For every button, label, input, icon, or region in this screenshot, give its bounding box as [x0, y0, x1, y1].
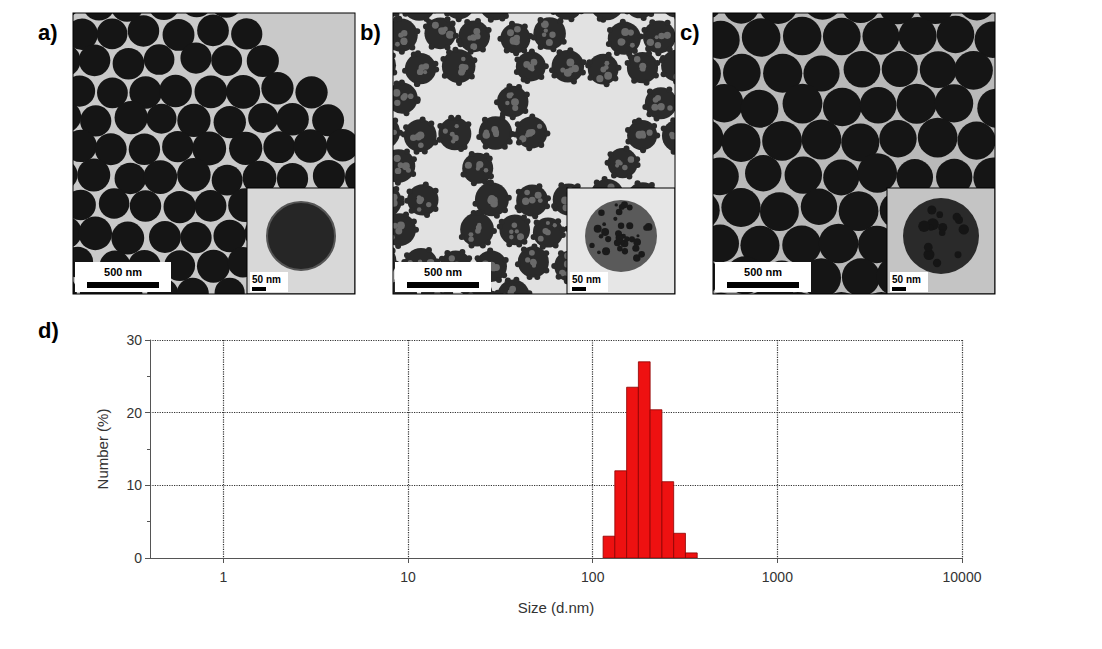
svg-text:1000: 1000 [762, 569, 793, 585]
svg-text:10000: 10000 [943, 569, 982, 585]
svg-text:20: 20 [126, 405, 142, 421]
svg-text:500 nm: 500 nm [424, 266, 462, 278]
svg-text:30: 30 [126, 332, 142, 348]
svg-text:1: 1 [220, 569, 228, 585]
svg-text:0: 0 [134, 550, 142, 566]
svg-text:Size (d.nm): Size (d.nm) [518, 599, 595, 616]
svg-text:c): c) [680, 20, 700, 45]
svg-text:Number (%): Number (%) [94, 409, 111, 490]
svg-text:b): b) [360, 20, 381, 45]
svg-text:500 nm: 500 nm [744, 266, 782, 278]
svg-text:50 nm: 50 nm [252, 274, 281, 285]
svg-text:500 nm: 500 nm [104, 266, 142, 278]
svg-text:50 nm: 50 nm [572, 274, 601, 285]
html-text:d): d) [38, 318, 59, 343]
svg-text:10: 10 [400, 569, 416, 585]
svg-text:10: 10 [126, 477, 142, 493]
svg-text:100: 100 [581, 569, 605, 585]
svg-text:50 nm: 50 nm [892, 274, 921, 285]
svg-text:a): a) [38, 20, 58, 45]
